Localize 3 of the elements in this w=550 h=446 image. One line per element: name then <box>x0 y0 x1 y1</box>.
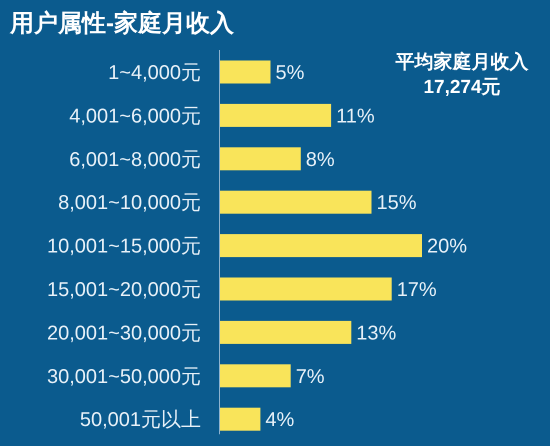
annotation: 平均家庭月收入 <box>396 52 528 73</box>
title: 用户属性-家庭月收入 <box>10 10 234 37</box>
annotation: 17,274元 <box>423 77 501 98</box>
